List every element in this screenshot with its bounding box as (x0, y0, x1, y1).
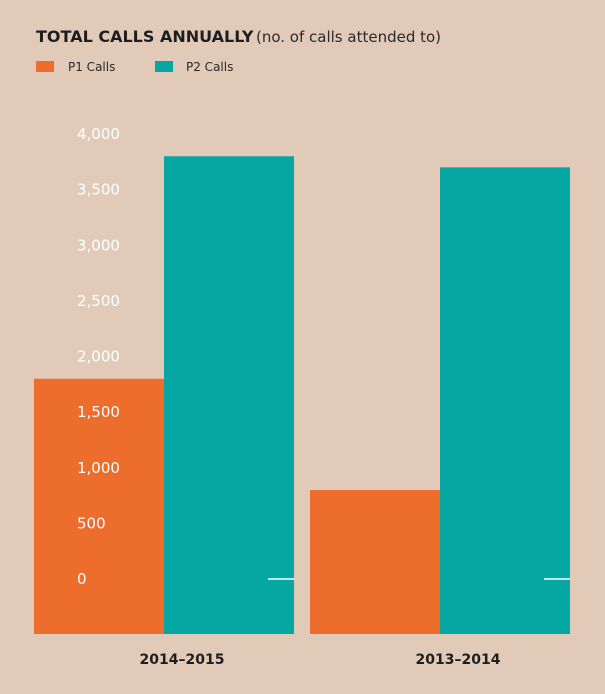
bar-p2-1 (440, 167, 570, 634)
y-tick-label: 500 (77, 514, 106, 532)
y-tick-label: 2,000 (77, 348, 120, 366)
y-tick-label: 3,000 (77, 236, 120, 254)
y-axis-ticks: 0 500 1,000 1,500 2,000 2,500 3,000 3,500 4,000 (77, 125, 120, 588)
bar-p2-0 (164, 156, 294, 634)
legend-swatch-p1 (36, 61, 54, 72)
legend-label-p2: P2 Calls (186, 60, 233, 74)
y-tick-label: 3,500 (77, 181, 120, 199)
legend-swatch-p2 (155, 61, 173, 72)
y-tick-label: 1,500 (77, 403, 120, 421)
chart-title: TOTAL CALLS ANNUALLY (36, 27, 254, 46)
category-label-2013-2014: 2013–2014 (416, 652, 501, 668)
bar-p1-1 (310, 490, 440, 634)
legend: P1 Calls P2 Calls (36, 60, 233, 74)
legend-label-p1: P1 Calls (68, 60, 115, 74)
bar-p1-0 (34, 378, 164, 634)
y-tick-label: 1,000 (77, 459, 120, 477)
y-tick-label: 2,500 (77, 292, 120, 310)
chart-subtitle: (no. of calls attended to) (256, 28, 441, 46)
y-tick-label: 0 (77, 570, 87, 588)
bars (34, 156, 570, 634)
y-tick-label: 4,000 (77, 125, 120, 143)
category-label-2014-2015: 2014–2015 (140, 652, 225, 668)
